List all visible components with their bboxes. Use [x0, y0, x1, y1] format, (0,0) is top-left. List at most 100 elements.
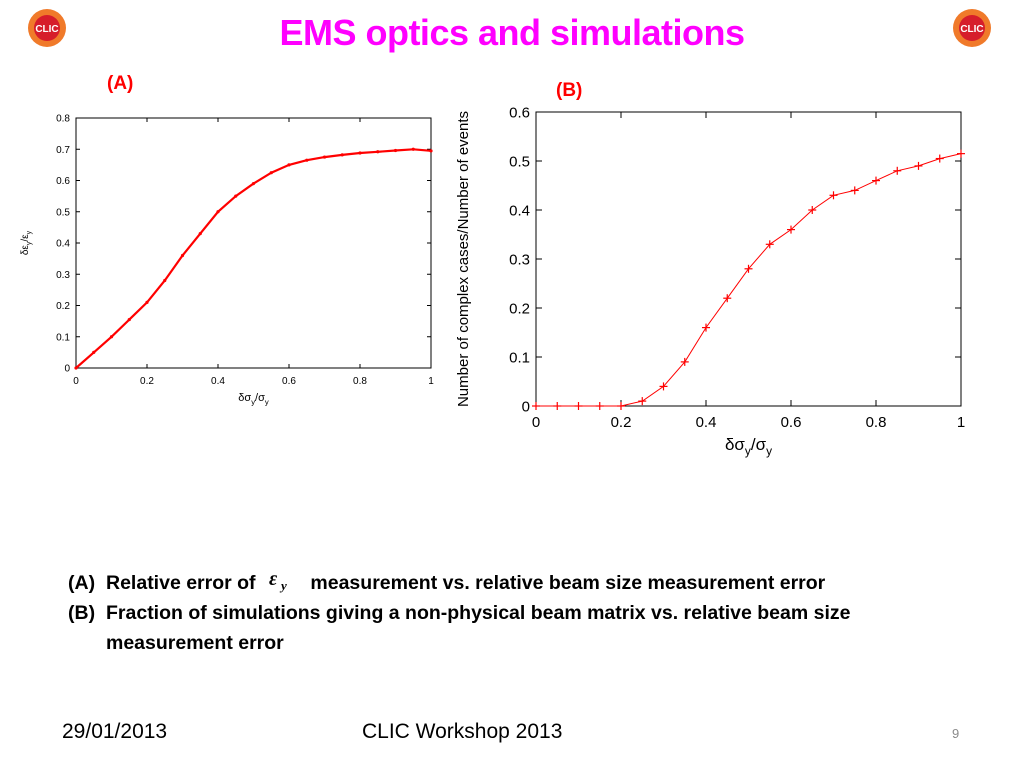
data-point [574, 402, 583, 410]
clic-logo-left: CLIC [27, 8, 67, 48]
data-point [595, 402, 604, 410]
x-tick-label: 1 [957, 414, 965, 431]
data-point [553, 402, 562, 410]
data-point [358, 151, 362, 155]
x-tick-label: 0 [532, 414, 540, 431]
y-tick-label: 0.6 [56, 176, 70, 187]
data-point [376, 150, 380, 154]
plot-frame [535, 111, 962, 407]
x-tick-label: 0.2 [611, 414, 632, 431]
logo-text-left: CLIC [35, 24, 58, 35]
x-tick-label: 0.4 [211, 376, 225, 387]
x-tick-label: 1 [428, 376, 434, 387]
data-point [322, 155, 327, 159]
footer-date: 29/01/2013 [62, 720, 168, 743]
caption-a-after: measurement vs. relative beam size measu… [310, 572, 826, 594]
y-tick-label: 0.2 [509, 300, 530, 317]
svg-text:y: y [279, 578, 287, 593]
data-point [127, 317, 131, 322]
data-point [198, 232, 202, 236]
y-tick-label: 0.3 [509, 251, 530, 268]
data-point [702, 323, 710, 332]
data-point [723, 294, 732, 303]
data-point [305, 158, 309, 162]
caption-b-text: Fraction of simulations giving a non-phy… [106, 602, 851, 654]
caption-key-b: (B) [68, 602, 96, 624]
data-point [429, 149, 433, 153]
series-line [536, 153, 962, 407]
clic-logo-right: CLIC [952, 8, 992, 48]
data-point [269, 171, 273, 175]
svg-text:ε: ε [269, 568, 278, 590]
y-tick-label: 0 [522, 398, 530, 415]
data-point [234, 194, 238, 198]
data-point [829, 191, 838, 200]
caption-key-a: (A) [68, 572, 96, 594]
data-point [340, 153, 344, 157]
data-point [216, 210, 220, 214]
x-tick-label: 0.2 [140, 376, 154, 387]
data-point [914, 161, 923, 170]
data-point [744, 264, 753, 273]
logo-inner-disc [34, 15, 60, 41]
data-point [765, 240, 774, 249]
data-point [808, 206, 817, 214]
x-tick-label: 0.8 [866, 414, 887, 431]
chart-b: 0 0.2 0.4 0.6 0.8 1 0 0.1 0.2 0.3 0.4 0.5 0.6 δσy/σy N… [455, 104, 965, 458]
chart-a: 0 0.2 0.4 0.6 0.8 1 0 0.1 0.2 0.3 0.4 0.5 0.6 0.7 0.8 δ… [20, 114, 434, 407]
y-tick-label: 0.5 [56, 207, 70, 218]
data-point [532, 402, 540, 410]
page-number: 9 [952, 726, 960, 741]
x-tick-label: 0.8 [353, 376, 367, 387]
caption-item-b: (B) Fraction of simulations giving a non… [68, 598, 968, 658]
data-point [872, 176, 880, 185]
y-tick-label: 0.5 [509, 153, 530, 170]
data-point [617, 402, 625, 410]
data-point [163, 278, 167, 283]
data-point [850, 186, 859, 195]
y-tick-label: 0.1 [56, 332, 70, 343]
data-point [411, 147, 415, 151]
caption: (A) Relative error of ε y measurement vs… [68, 568, 968, 658]
data-point [957, 149, 965, 158]
footer-event: CLIC Workshop 2013 [362, 720, 563, 743]
y-tick-label: 0.2 [56, 301, 70, 312]
x-tick-label: 0.4 [696, 414, 717, 431]
x-tick-label: 0 [73, 376, 79, 387]
data-point [287, 163, 291, 167]
y-tick-label: 0.4 [56, 239, 70, 250]
panel-label-b: (B) [556, 80, 583, 101]
data-point [680, 357, 689, 366]
data-point [145, 300, 149, 304]
data-point [659, 382, 668, 391]
caption-a-before: Relative error of [106, 572, 256, 594]
y-tick-label: 0.4 [509, 202, 530, 219]
data-point [92, 350, 96, 354]
x-axis-label: δσy/σy [238, 392, 269, 406]
data-point [787, 225, 795, 234]
data-point [893, 166, 902, 175]
data-point [109, 335, 114, 339]
y-tick-label: 0.6 [509, 104, 530, 121]
y-tick-label: 0.8 [56, 114, 70, 125]
data-point [393, 148, 398, 153]
caption-item-a: (A) Relative error of ε y measurement vs… [68, 568, 968, 598]
y-axis-label: Number of complex cases/Number of events [455, 111, 472, 407]
y-tick-label: 0.3 [56, 270, 70, 281]
x-axis-label: δσy/σy [725, 435, 772, 458]
data-point [74, 366, 78, 370]
data-point [180, 253, 185, 258]
epsilon-y-symbol: ε y [261, 568, 305, 593]
page-title: EMS optics and simulations [279, 12, 745, 53]
data-point [251, 182, 256, 186]
y-tick-label: 0.7 [56, 145, 70, 156]
plot-frame [75, 117, 432, 369]
logo-text-right: CLIC [960, 24, 983, 35]
y-axis-label: δεy/εy [20, 230, 33, 255]
y-tick-label: 0 [64, 364, 70, 375]
x-tick-label: 0.6 [282, 376, 296, 387]
data-point [638, 397, 647, 406]
data-point [935, 154, 944, 163]
x-tick-label: 0.6 [781, 414, 802, 431]
panel-label-a: (A) [107, 73, 134, 94]
